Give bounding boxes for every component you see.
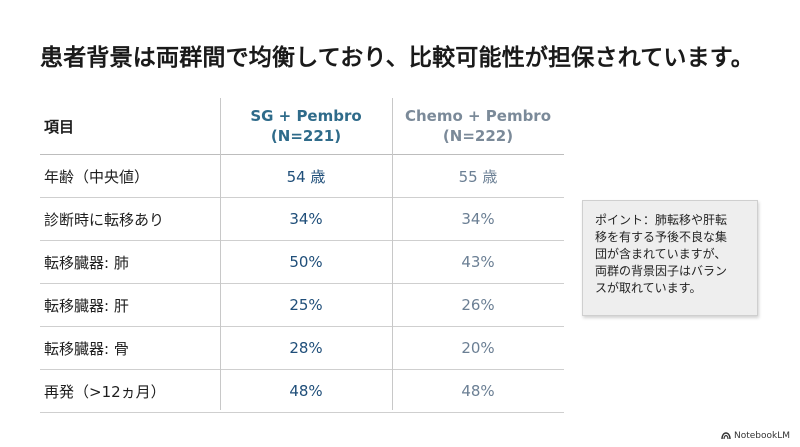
header-chemo-name: Chemo + Pembro [404, 107, 552, 125]
row-label: 年齢（中央値） [44, 167, 150, 186]
row-label: 転移臓器: 骨 [44, 339, 129, 358]
header-chemo-n: (N=222) [442, 127, 514, 145]
sg-value: 48% [289, 382, 323, 400]
table-row: 転移臓器: 肺 50% 43% [40, 241, 564, 284]
watermark-text: NotebookLM [733, 431, 790, 441]
notebooklm-watermark: NotebookLM [721, 431, 790, 441]
table-row: 診断時に転移あり 34% 34% [40, 198, 564, 241]
header-sg-pembro: SG + Pembro (N=221) [220, 106, 392, 146]
sg-value: 28% [289, 339, 323, 357]
sg-value: 50% [289, 253, 323, 271]
table-row: 年齢（中央値） 54 歳 55 歳 [40, 155, 564, 198]
callout-text-line: スが取れています。 [595, 281, 702, 295]
callout-text-line: 両群の背景因子はバラン [595, 264, 728, 278]
key-point-callout: ポイント：肺転移や肝転 移を有する予後不良な集 団が含まれていますが、 両群の背… [582, 200, 758, 316]
callout-text-line: 移を有する予後不良な集 [595, 230, 728, 244]
row-label: 診断時に転移あり [44, 210, 165, 229]
chemo-value: 26% [461, 296, 495, 314]
header-item-label: 項目 [44, 117, 75, 136]
callout-text-line: 団が含まれていますが、 [595, 247, 727, 261]
sg-value: 54 歳 [286, 167, 326, 186]
chemo-value: 48% [461, 382, 495, 400]
column-divider [220, 98, 221, 410]
table-header-row: 項目 SG + Pembro (N=221) Chemo + Pembro (N… [40, 98, 564, 155]
table-row: 転移臓器: 骨 28% 20% [40, 327, 564, 370]
comparison-table: 項目 SG + Pembro (N=221) Chemo + Pembro (N… [40, 98, 564, 413]
notebooklm-logo-icon [721, 432, 731, 440]
sg-value: 25% [289, 296, 323, 314]
slide-title: 患者背景は両群間で均衡しており、比較可能性が担保されています。 [40, 45, 754, 71]
row-label: 再発（>12ヵ月） [44, 382, 166, 401]
column-divider [392, 98, 393, 410]
chemo-value: 34% [461, 210, 495, 228]
header-sg-n: (N=221) [270, 127, 342, 145]
sg-value: 34% [289, 210, 323, 228]
chemo-value: 43% [461, 253, 495, 271]
chemo-value: 55 歳 [458, 167, 498, 186]
header-chemo-pembro: Chemo + Pembro (N=222) [392, 106, 564, 146]
table-row: 再発（>12ヵ月） 48% 48% [40, 370, 564, 413]
header-sg-name: SG + Pembro [250, 107, 362, 125]
row-label: 転移臓器: 肺 [44, 253, 129, 272]
row-label: 転移臓器: 肝 [44, 296, 129, 315]
callout-text-line: ポイント：肺転移や肝転 [595, 213, 728, 227]
table-row: 転移臓器: 肝 25% 26% [40, 284, 564, 327]
chemo-value: 20% [461, 339, 495, 357]
